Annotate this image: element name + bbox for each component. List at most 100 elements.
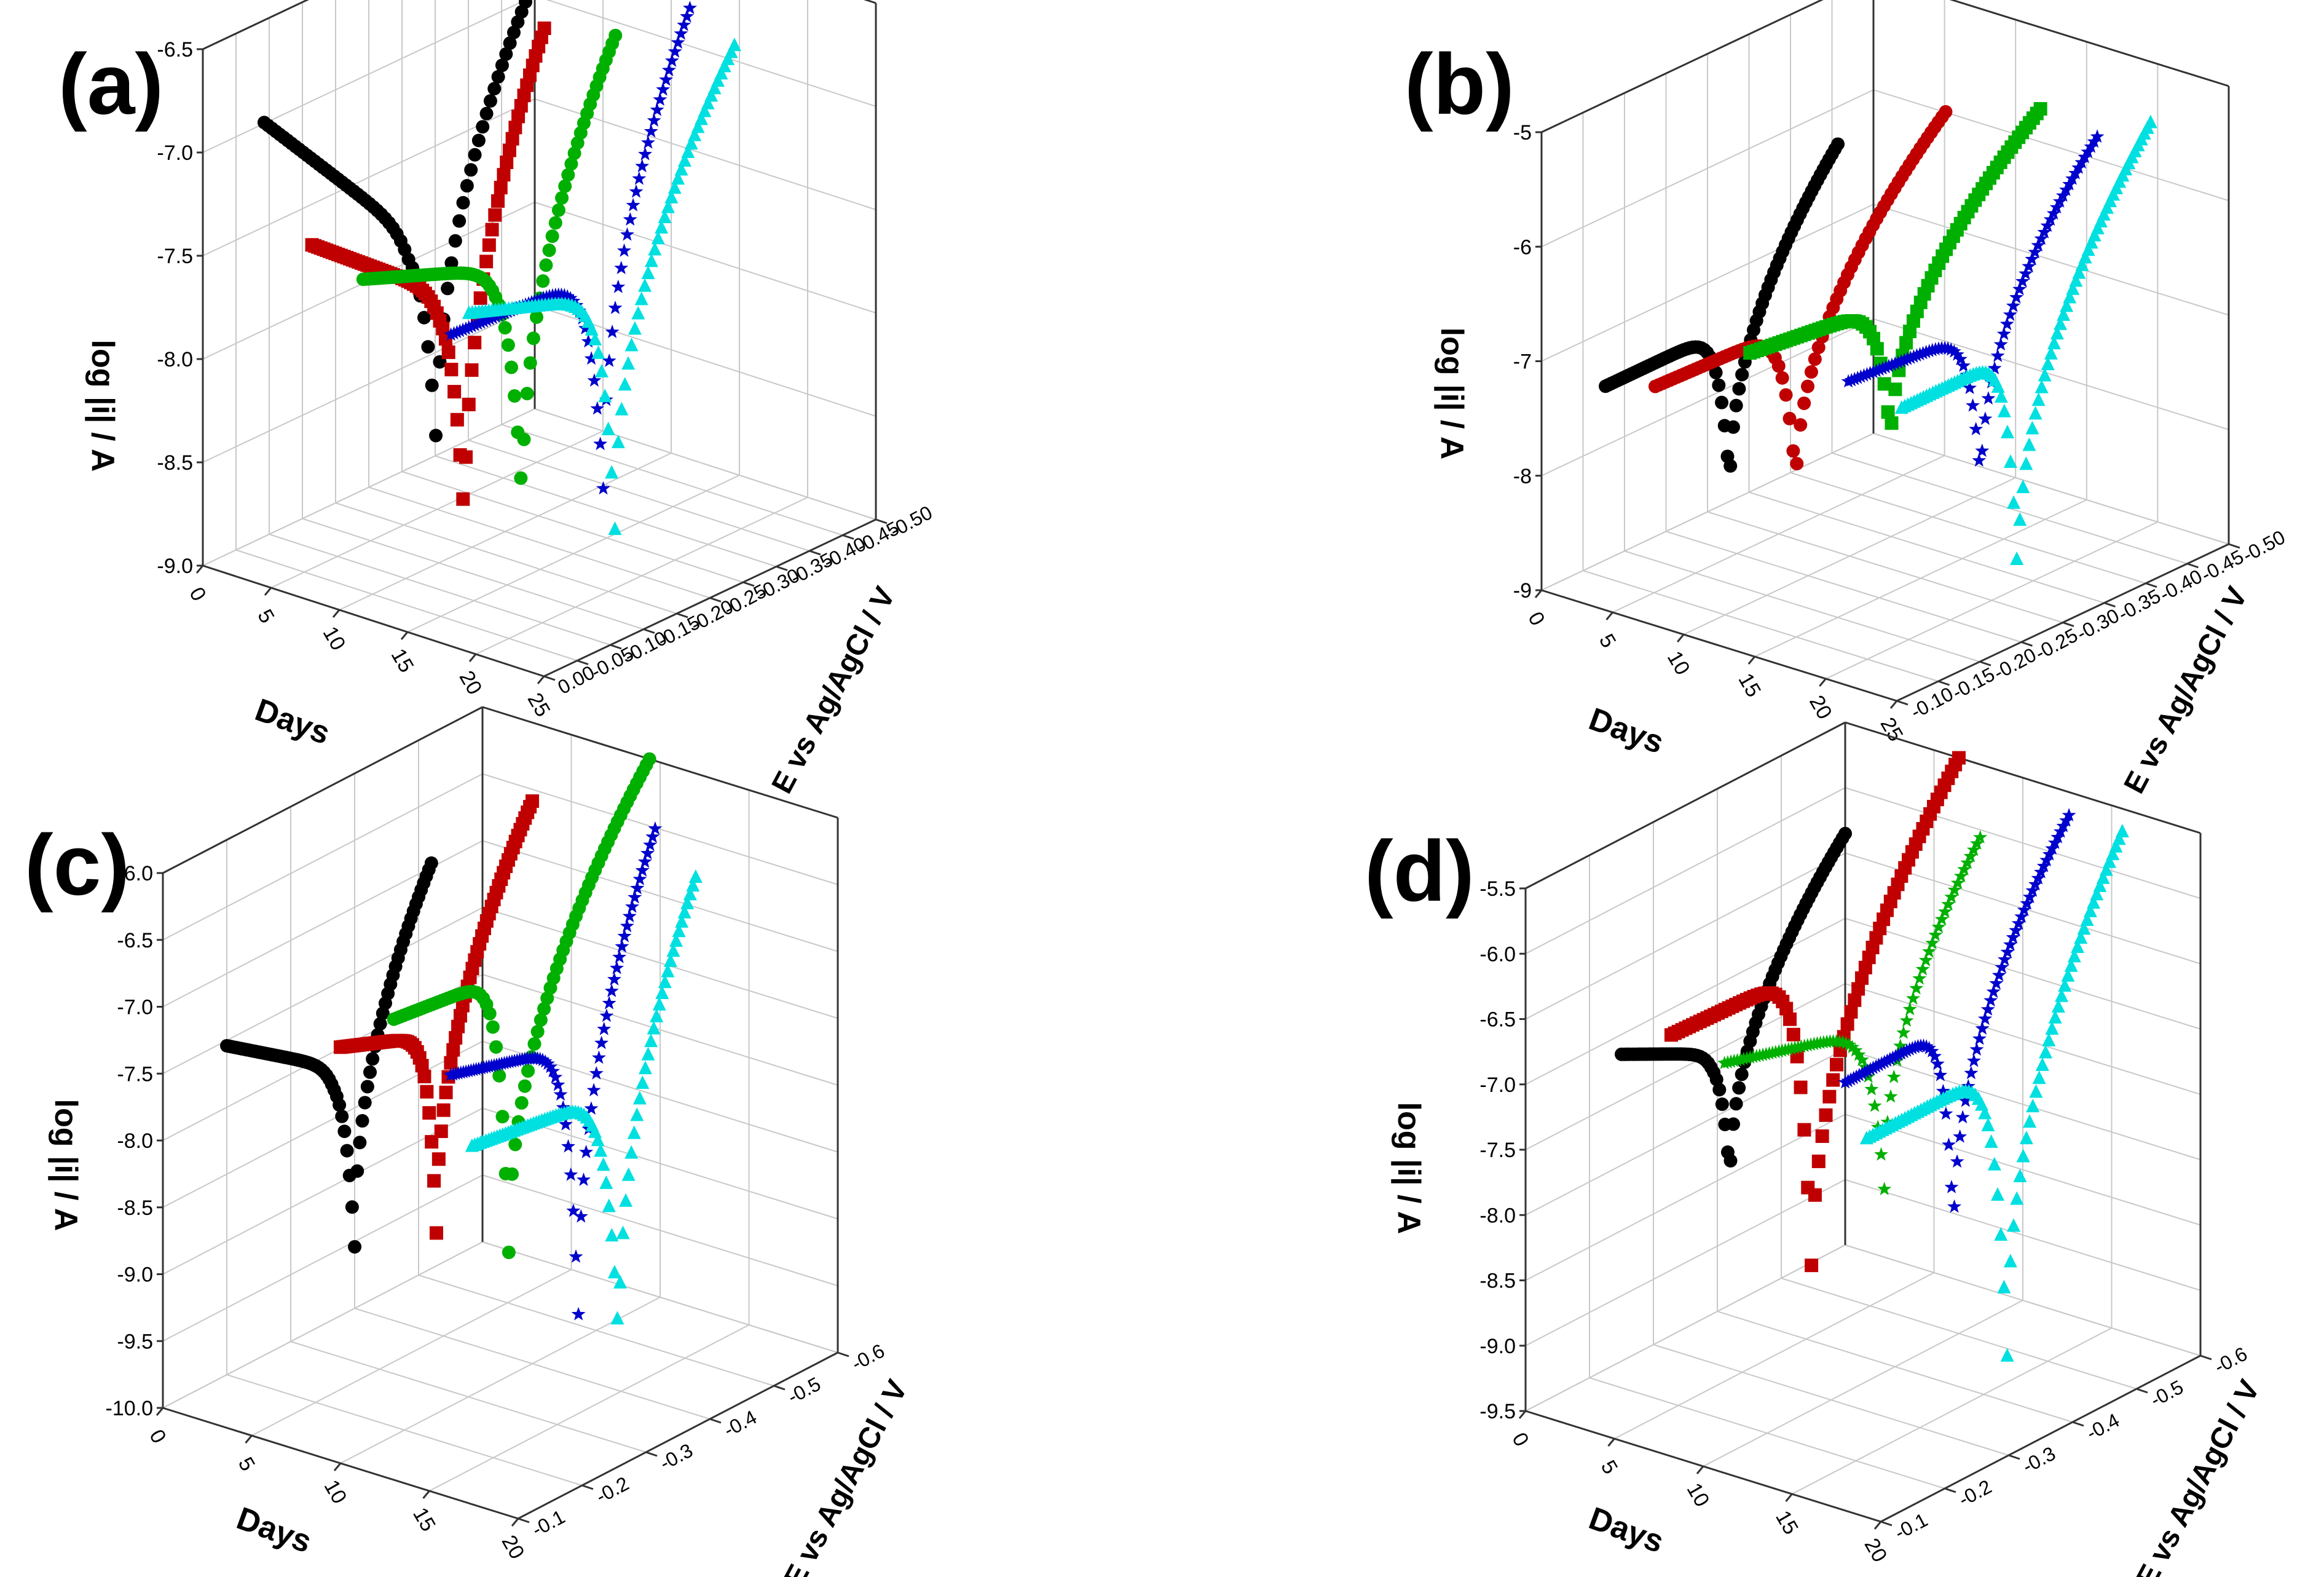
data-point [607, 1265, 621, 1279]
data-point [1991, 379, 2005, 393]
data-point [1994, 389, 2008, 403]
data-point [663, 953, 677, 967]
y-tick-label: -0.10 [1907, 682, 1956, 723]
data-point [2066, 281, 2080, 295]
data-point [2061, 968, 2075, 982]
data-point [1939, 1106, 1953, 1120]
data-point [2011, 916, 2026, 930]
data-point [640, 846, 655, 860]
data-point [1906, 991, 1920, 1005]
data-point [514, 1096, 529, 1110]
data-point [2026, 1099, 2040, 1113]
data-point [2090, 221, 2105, 235]
data-point [2012, 282, 2027, 296]
data-point [2000, 1348, 2014, 1362]
z-tick-label: -8 [1513, 465, 1532, 488]
data-point [1952, 751, 1966, 765]
data-point [1922, 1041, 1937, 1054]
data-point [2006, 930, 2020, 944]
x-tick-label: 15 [1771, 1507, 1803, 1539]
data-point [2047, 336, 2061, 350]
data-point [1712, 1083, 1727, 1097]
data-point [602, 995, 616, 1010]
data-point [2007, 495, 2021, 509]
data-point [617, 928, 632, 943]
data-point [577, 1172, 591, 1186]
data-point [594, 363, 609, 377]
z-tick-label: -6 [1513, 235, 1532, 259]
data-point [2033, 102, 2047, 116]
data-point [1909, 981, 1924, 995]
data-point [591, 1132, 605, 1147]
z-tick-label: -5 [1513, 121, 1532, 144]
data-point [1931, 919, 1946, 933]
data-point [1858, 960, 1872, 974]
data-point [1997, 403, 2011, 417]
data-point [527, 1037, 542, 1051]
series-day-5 [1664, 751, 1966, 1273]
data-point [503, 36, 517, 50]
data-point [452, 214, 467, 228]
data-point [612, 949, 627, 963]
data-point [519, 0, 533, 9]
data-point [1845, 1040, 1860, 1054]
data-point [553, 1087, 568, 1101]
x-tick-label: 10 [318, 623, 350, 655]
data-point [425, 378, 439, 392]
data-point [2034, 231, 2049, 245]
data-point [2025, 883, 2040, 897]
data-point [644, 253, 658, 267]
data-point [424, 856, 438, 870]
data-point [502, 143, 516, 157]
data-point [534, 1013, 548, 1027]
data-point [373, 1017, 387, 1031]
data-point [631, 306, 645, 320]
data-point [1771, 359, 1786, 373]
data-point [601, 421, 615, 435]
data-point [2022, 259, 2036, 273]
data-point [488, 208, 502, 222]
data-point [526, 331, 540, 346]
data-point [417, 310, 431, 325]
data-point [1950, 1154, 1964, 1168]
data-point [637, 854, 652, 868]
data-point [564, 157, 578, 171]
x-tick-label: 0 [144, 1426, 170, 1447]
data-point [1930, 1056, 1945, 1070]
data-point [680, 9, 695, 23]
y-tick-label: -0.15 [1948, 663, 1998, 703]
data-point [620, 919, 634, 933]
data-point [1902, 1002, 1917, 1016]
data-point [1797, 396, 1811, 410]
data-point [518, 1079, 532, 1093]
series-day-10 [1743, 102, 2047, 430]
data-point [459, 450, 473, 464]
data-point [1783, 1012, 1797, 1026]
data-point [608, 521, 622, 536]
data-point [558, 1117, 573, 1131]
data-point [661, 199, 675, 213]
data-point [2043, 212, 2058, 226]
z-tick-label: -5.5 [1479, 877, 1516, 901]
gridlines [1541, 0, 2229, 702]
data-point [1947, 344, 1961, 358]
data-point [1726, 420, 1740, 434]
data-point [355, 1114, 369, 1128]
data-point [610, 960, 624, 974]
z-tick-label: -6.5 [157, 38, 193, 61]
series-day-0 [1599, 137, 1845, 473]
x-tick-label: 0 [1523, 608, 1549, 630]
data-point [551, 1077, 565, 1091]
data-point [2090, 887, 2104, 901]
data-point [444, 363, 459, 377]
data-point [487, 82, 502, 96]
data-point [566, 1203, 581, 1217]
data-point [2038, 368, 2052, 382]
data-point [674, 162, 688, 176]
data-point [561, 168, 575, 182]
data-point [579, 1145, 594, 1158]
data-point [1956, 358, 1971, 372]
data-point [1805, 1259, 1819, 1273]
series-day-5 [333, 794, 539, 1240]
data-point [2028, 406, 2042, 420]
